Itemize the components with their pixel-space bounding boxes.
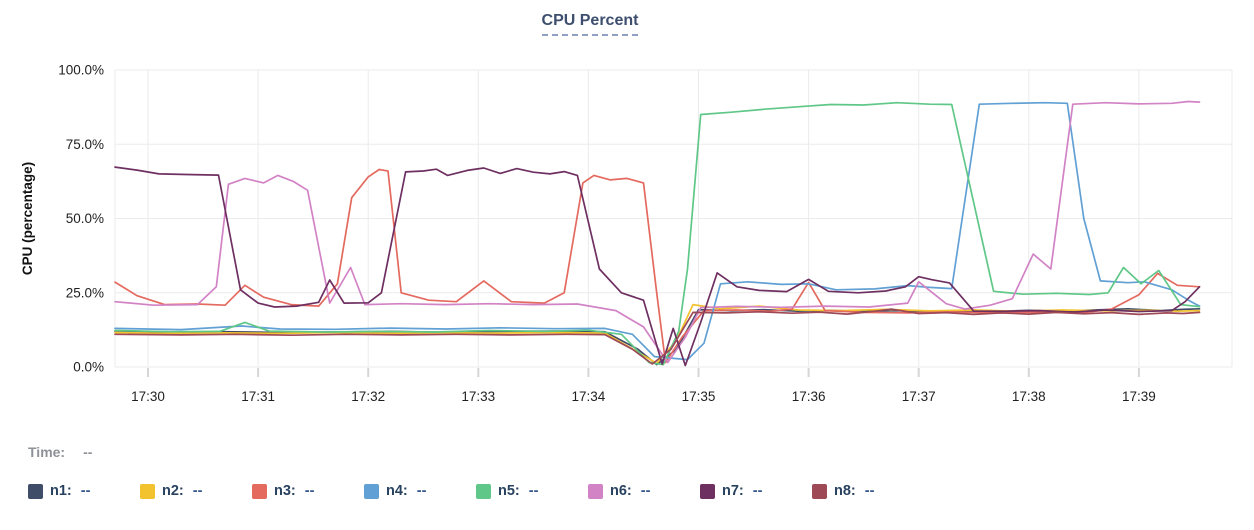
legend-swatch-n5 xyxy=(476,483,491,499)
legend-value-n1: -- xyxy=(80,483,91,499)
legend-label-n8: n8: xyxy=(834,483,856,499)
legend-label-n1: n1: xyxy=(50,483,72,499)
legend-swatch-n2 xyxy=(140,483,155,499)
y-axis-title: CPU (percentage) xyxy=(20,162,35,275)
x-tick-label: 17:38 xyxy=(1012,389,1046,404)
x-tick-label: 17:31 xyxy=(241,389,275,404)
time-label: Time: xyxy=(28,444,66,460)
x-tick-label: 17:36 xyxy=(792,389,826,404)
legend-label-n3: n3: xyxy=(274,483,296,499)
chart-title[interactable]: CPU Percent xyxy=(541,12,639,36)
legend-item-n6[interactable]: n6: -- xyxy=(588,483,700,499)
legend-value-n7: -- xyxy=(752,483,763,499)
y-tick-label: 25.0% xyxy=(66,285,104,300)
legend-item-n3[interactable]: n3: -- xyxy=(252,483,364,499)
legend-swatch-n3 xyxy=(252,483,267,499)
series-line-n8 xyxy=(114,308,1201,365)
legend-label-n5: n5: xyxy=(498,483,520,499)
legend-item-n5[interactable]: n5: -- xyxy=(476,483,588,499)
legend-label-n6: n6: xyxy=(610,483,632,499)
y-tick-label: 0.0% xyxy=(73,360,104,375)
x-tick-label: 17:34 xyxy=(572,389,606,404)
series-line-n4 xyxy=(114,101,1201,361)
legend-swatch-n8 xyxy=(812,483,827,499)
legend-item-n8[interactable]: n8: -- xyxy=(812,483,924,499)
legend-value-n8: -- xyxy=(864,483,875,499)
legend-item-n2[interactable]: n2: -- xyxy=(140,483,252,499)
cpu-chart[interactable]: 0.0% 25.0% 50.0% 75.0% 100.0% 17:30 17:31 17:32… xyxy=(0,0,1254,432)
legend-swatch-n1 xyxy=(28,483,43,499)
legend-value-n6: -- xyxy=(640,483,651,499)
y-tick-label: 50.0% xyxy=(66,211,104,226)
y-tick-label: 75.0% xyxy=(66,137,104,152)
legend-label-n7: n7: xyxy=(722,483,744,499)
legend-swatch-n6 xyxy=(588,483,603,499)
legend: n1: -- n2: -- n3: -- n4: -- n5: -- n6: -- n7: -- n8: -- xyxy=(28,483,924,499)
legend-value-n3: -- xyxy=(304,483,315,499)
series-line-n5 xyxy=(114,101,1201,366)
y-tick-label: 100.0% xyxy=(58,63,104,78)
series-line-n6 xyxy=(114,100,1201,364)
legend-item-n1[interactable]: n1: -- xyxy=(28,483,140,499)
legend-value-n2: -- xyxy=(192,483,203,499)
legend-item-n7[interactable]: n7: -- xyxy=(700,483,812,499)
legend-item-n4[interactable]: n4: -- xyxy=(364,483,476,499)
x-tick-label: 17:39 xyxy=(1122,389,1156,404)
legend-value-n4: -- xyxy=(416,483,427,499)
hover-time-readout: Time: -- xyxy=(28,444,92,460)
legend-label-n4: n4: xyxy=(386,483,408,499)
x-tick-label: 17:37 xyxy=(902,389,936,404)
legend-label-n2: n2: xyxy=(162,483,184,499)
legend-swatch-n7 xyxy=(700,483,715,499)
time-value: -- xyxy=(83,444,93,460)
legend-swatch-n4 xyxy=(364,483,379,499)
x-tick-label: 17:32 xyxy=(351,389,385,404)
x-tick-label: 17:30 xyxy=(131,389,165,404)
x-tick-label: 17:35 xyxy=(682,389,716,404)
chart-title-wrap: CPU Percent xyxy=(0,12,1180,36)
x-tick-label: 17:33 xyxy=(461,389,495,404)
series-line-n7 xyxy=(114,166,1201,367)
legend-value-n5: -- xyxy=(528,483,539,499)
